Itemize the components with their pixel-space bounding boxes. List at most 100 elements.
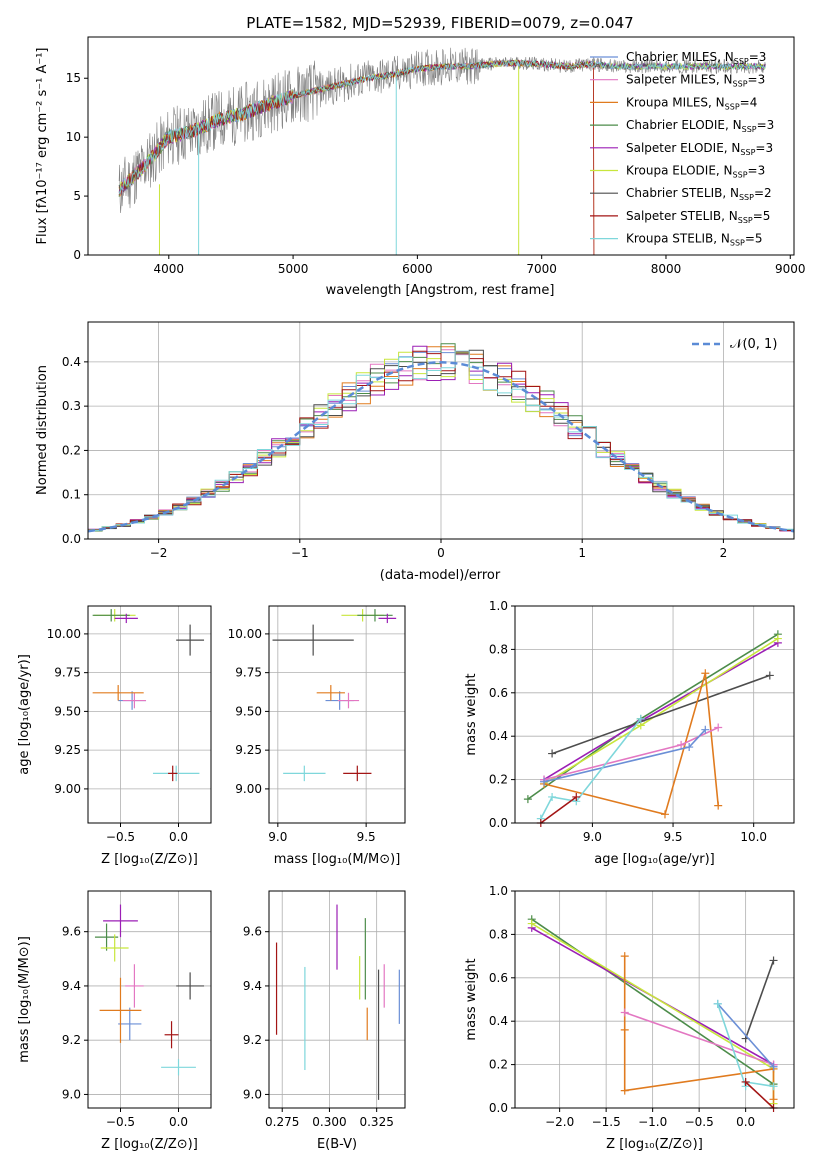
x-axis-label: age [log₁₀(age/yr)] xyxy=(594,852,715,867)
y-tick-label: 10.00 xyxy=(228,627,262,641)
axes-frame xyxy=(514,890,795,1109)
y-tick-label: 9.2 xyxy=(62,1033,81,1047)
data-spectrum-line xyxy=(118,47,766,214)
y-tick-label: 0.4 xyxy=(489,1014,508,1028)
weight-point-marker xyxy=(523,795,532,804)
y-tick-label: 0 xyxy=(73,248,81,262)
weight-point-marker xyxy=(548,792,557,801)
y-tick-label: 1.0 xyxy=(489,599,508,613)
weight-point-marker xyxy=(677,740,686,749)
x-axis-label: mass [log₁₀(M/M⊙)] xyxy=(274,852,401,867)
axes-frame xyxy=(87,890,212,1109)
spectrum-lines xyxy=(118,47,766,255)
weight-vs-age-panel: 9.0 9.5 10.0 0.0 0.2 0.4 0.6 0.8 1.0 age [log₁₀(a… xyxy=(464,599,795,867)
x-tick-label: 7000 xyxy=(526,262,557,276)
y-tick-label: 0.0 xyxy=(489,816,508,830)
y-tick-label: 9.2 xyxy=(243,1033,262,1047)
x-axis-label: Z [log₁₀(Z/Z⊙)] xyxy=(101,852,198,867)
weight-point-marker xyxy=(620,952,629,961)
x-tick-label: 6000 xyxy=(402,262,433,276)
x-tick-label: 0.0 xyxy=(169,1115,188,1129)
x-tick-label: 8000 xyxy=(651,262,682,276)
legend-entry-label: Salpeter MILES, NSSP=3 xyxy=(626,73,765,89)
y-tick-label: 9.75 xyxy=(54,666,81,680)
x-tick-label: 0.325 xyxy=(359,1115,393,1129)
y-tick-label: 0.0 xyxy=(62,532,81,546)
y-axis-label: age [log₁₀(age/yr)] xyxy=(17,654,32,775)
x-tick-label: 4000 xyxy=(154,262,185,276)
weight-point-marker xyxy=(765,671,774,680)
mass-vs-ebv-panel: 0.275 0.300 0.325 9.0 9.2 9.4 9.6 E(B-V) xyxy=(243,890,406,1152)
residuals-legend: 𝒩(0, 1) xyxy=(692,337,777,352)
y-tick-label: 0.2 xyxy=(62,443,81,457)
weight-point-marker xyxy=(685,743,694,752)
weight-series-7 xyxy=(540,718,642,820)
weight-point-marker xyxy=(769,1062,778,1071)
y-tick-label: 0.6 xyxy=(489,971,508,985)
y-tick-label: 15 xyxy=(66,71,81,85)
weight-point-marker xyxy=(572,792,581,801)
x-tick-label: 10.0 xyxy=(740,830,767,844)
spectrum-xlabel: wavelength [Angstrom, rest frame] xyxy=(326,283,555,298)
x-tick-label: 9.5 xyxy=(663,830,682,844)
residuals-xlabel: (data-model)/error xyxy=(380,568,501,583)
weight-series-3 xyxy=(551,674,771,755)
spectrum-ylabel: Flux [fλ10⁻¹⁷ erg cm⁻² s⁻¹ A⁻¹] xyxy=(35,48,50,245)
model-spectrum-line-8 xyxy=(118,59,766,195)
y-tick-label: 10.00 xyxy=(47,627,81,641)
y-tick-label: 9.4 xyxy=(62,979,81,993)
y-tick-label: 1.0 xyxy=(489,884,508,898)
y-tick-label: 9.25 xyxy=(54,743,81,757)
weight-point-marker xyxy=(713,999,722,1008)
weight-point-marker xyxy=(548,749,557,758)
y-tick-label: 0.1 xyxy=(62,488,81,502)
legend-entry-label: Salpeter ELODIE, NSSP=3 xyxy=(626,141,773,157)
y-tick-label: 0.4 xyxy=(62,355,81,369)
axes-frame xyxy=(87,605,212,824)
x-tick-label: −0.5 xyxy=(106,830,135,844)
x-tick-label: 2 xyxy=(720,546,728,560)
y-axis-label: mass [log₁₀(M/M⊙)] xyxy=(17,936,32,1063)
age-vs-mass-panel: 9.0 9.5 9.00 9.25 9.50 9.75 10.00 mass [log₁₀(M… xyxy=(228,605,406,867)
weight-point-marker xyxy=(714,801,723,810)
y-tick-label: 0.2 xyxy=(489,773,508,787)
spectrum-title: PLATE=1582, MJD=52939, FIBERID=0079, z=0… xyxy=(246,14,633,32)
x-tick-label: 9000 xyxy=(775,262,806,276)
residuals-ylabel: Normed distribution xyxy=(35,365,50,495)
axes-frame xyxy=(268,605,406,824)
weight-series-8 xyxy=(745,1081,775,1109)
weight-point-marker xyxy=(620,1086,629,1095)
x-tick-label: 9.5 xyxy=(357,830,376,844)
weight-point-marker xyxy=(741,1077,750,1086)
axes-frame xyxy=(514,605,795,824)
mass-vs-z-panel: −0.5 0.0 9.0 9.2 9.4 9.6 Z [log₁₀(Z/Z⊙)] mass [… xyxy=(17,890,212,1152)
y-tick-label: 0.3 xyxy=(62,399,81,413)
y-tick-label: 9.50 xyxy=(235,704,262,718)
x-tick-label: 5000 xyxy=(278,262,309,276)
y-tick-label: 9.00 xyxy=(235,782,262,796)
weight-point-marker xyxy=(701,669,710,678)
legend-entry-label: Kroupa MILES, NSSP=4 xyxy=(626,95,757,111)
x-axis-label: Z [log₁₀(Z/Z⊙)] xyxy=(606,1137,703,1152)
weight-point-marker xyxy=(769,956,778,965)
x-axis-label: Z [log₁₀(Z/Z⊙)] xyxy=(101,1137,198,1152)
spectrum-legend: Chabrier MILES, NSSP=3 Salpeter MILES, NS… xyxy=(590,50,774,248)
y-tick-label: 0.4 xyxy=(489,729,508,743)
weight-point-marker xyxy=(769,1095,778,1104)
legend-entry-label: Kroupa ELODIE, NSSP=3 xyxy=(626,164,765,180)
y-tick-label: 9.00 xyxy=(54,782,81,796)
x-tick-label: 1 xyxy=(578,546,586,560)
weight-series-8 xyxy=(540,796,577,824)
spectrum-frame xyxy=(87,36,795,256)
y-tick-label: 9.6 xyxy=(243,925,262,939)
y-axis-label: mass weight xyxy=(464,958,479,1040)
weight-series-0 xyxy=(531,918,774,1085)
spectrum-plot-area xyxy=(118,47,766,255)
y-tick-label: 0.8 xyxy=(489,927,508,941)
weight-point-marker xyxy=(540,777,549,786)
y-tick-label: 9.0 xyxy=(62,1087,81,1101)
y-axis-label: mass weight xyxy=(464,673,479,755)
x-tick-label: 9.0 xyxy=(268,830,287,844)
y-tick-label: 10 xyxy=(66,130,81,144)
y-tick-label: 0.0 xyxy=(489,1101,508,1115)
